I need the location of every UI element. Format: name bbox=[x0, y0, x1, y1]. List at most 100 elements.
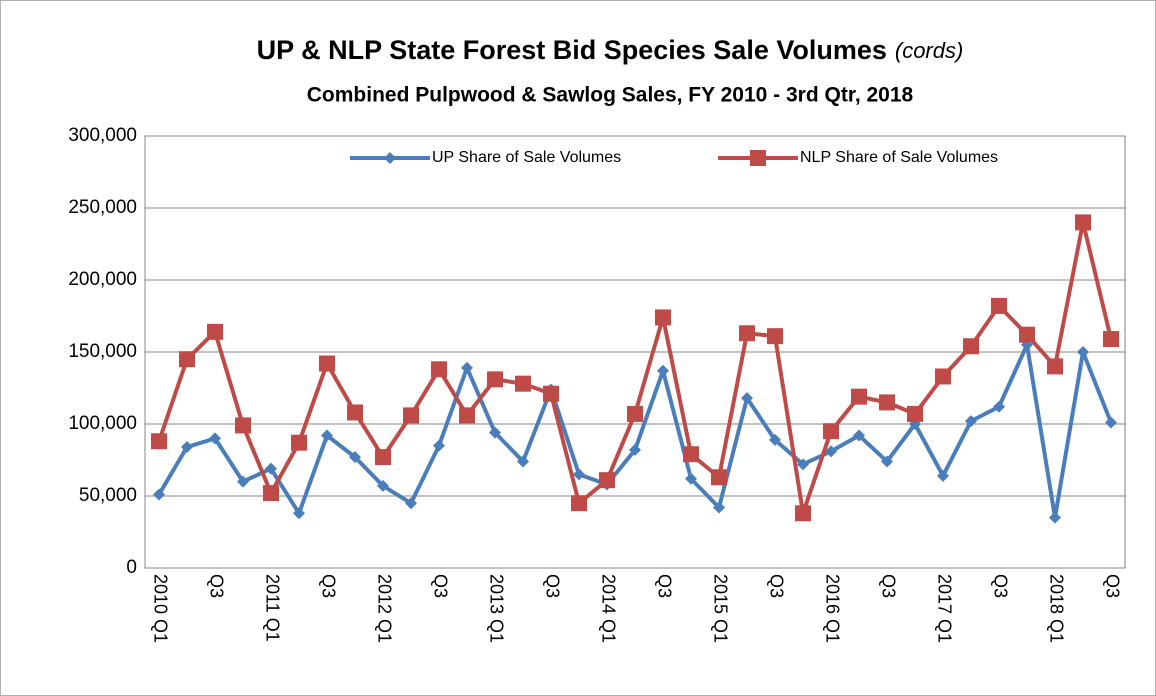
marker bbox=[1047, 358, 1063, 375]
marker bbox=[935, 368, 951, 385]
marker bbox=[1105, 416, 1117, 429]
marker bbox=[487, 371, 503, 388]
marker bbox=[627, 405, 643, 422]
marker bbox=[489, 426, 501, 439]
marker bbox=[991, 297, 1007, 314]
y-tick-label: 300,000 bbox=[68, 125, 137, 146]
marker bbox=[347, 404, 363, 421]
title-main: UP & NLP State Forest Bid Species Sale V… bbox=[257, 35, 887, 65]
marker bbox=[207, 323, 223, 340]
legend-marker bbox=[384, 152, 396, 164]
y-tick-label: 50,000 bbox=[79, 485, 137, 506]
chart-subtitle: Combined Pulpwood & Sawlog Sales, FY 201… bbox=[307, 84, 914, 107]
marker bbox=[571, 495, 587, 512]
marker bbox=[153, 488, 165, 501]
y-tick-label: 250,000 bbox=[68, 197, 137, 218]
marker bbox=[767, 328, 783, 345]
marker bbox=[629, 443, 641, 456]
x-tick-label: Q3 bbox=[654, 574, 674, 598]
marker bbox=[797, 458, 809, 471]
marker bbox=[963, 338, 979, 355]
marker bbox=[937, 469, 949, 482]
marker bbox=[907, 405, 923, 422]
marker bbox=[599, 472, 615, 489]
marker bbox=[1049, 511, 1061, 524]
x-tick-label: 2010 Q1 bbox=[150, 574, 170, 643]
marker bbox=[795, 505, 811, 522]
marker bbox=[769, 433, 781, 446]
marker bbox=[543, 385, 559, 402]
title-unit: (cords) bbox=[895, 38, 963, 63]
marker bbox=[657, 364, 669, 377]
marker bbox=[179, 351, 195, 368]
marker bbox=[235, 417, 251, 434]
x-tick-label: Q3 bbox=[542, 574, 562, 598]
plot-area bbox=[144, 135, 1126, 569]
marker bbox=[823, 423, 839, 440]
marker bbox=[459, 407, 475, 424]
x-tick-label: 2014 Q1 bbox=[598, 574, 618, 643]
marker bbox=[405, 497, 417, 510]
x-tick-label: 2018 Q1 bbox=[1046, 574, 1066, 643]
marker bbox=[377, 479, 389, 492]
marker bbox=[349, 451, 361, 464]
x-tick-label: Q3 bbox=[430, 574, 450, 598]
marker bbox=[685, 472, 697, 485]
marker bbox=[321, 429, 333, 442]
marker bbox=[237, 475, 249, 488]
legend-label: UP Share of Sale Volumes bbox=[432, 149, 621, 166]
marker bbox=[683, 446, 699, 463]
marker bbox=[375, 449, 391, 466]
marker bbox=[711, 469, 727, 486]
x-tick-label: 2016 Q1 bbox=[822, 574, 842, 643]
marker bbox=[265, 462, 277, 475]
y-tick-label: 100,000 bbox=[68, 413, 137, 434]
marker bbox=[655, 309, 671, 326]
marker bbox=[293, 507, 305, 520]
x-tick-label: Q3 bbox=[206, 574, 226, 598]
marker bbox=[461, 361, 473, 374]
marker bbox=[853, 429, 865, 442]
marker bbox=[881, 455, 893, 468]
marker bbox=[879, 394, 895, 411]
marker bbox=[433, 439, 445, 452]
marker bbox=[209, 432, 221, 445]
x-tick-label: Q3 bbox=[318, 574, 338, 598]
x-tick-label: 2011 Q1 bbox=[262, 574, 282, 642]
marker bbox=[739, 325, 755, 342]
legend-label: NLP Share of Sale Volumes bbox=[800, 149, 998, 166]
y-tick-label: 200,000 bbox=[68, 269, 137, 290]
x-tick-label: Q3 bbox=[990, 574, 1010, 598]
legend-marker bbox=[750, 150, 766, 166]
y-tick-label: 0 bbox=[126, 557, 137, 578]
marker bbox=[319, 355, 335, 372]
marker bbox=[263, 485, 279, 502]
x-tick-label: 2012 Q1 bbox=[374, 574, 394, 643]
x-tick-label: Q3 bbox=[766, 574, 786, 598]
marker bbox=[181, 441, 193, 454]
x-tick-label: Q3 bbox=[1102, 574, 1122, 598]
marker bbox=[1077, 346, 1089, 358]
marker bbox=[573, 468, 585, 481]
marker bbox=[965, 415, 977, 428]
marker bbox=[403, 407, 419, 424]
marker bbox=[825, 445, 837, 458]
marker bbox=[713, 501, 725, 514]
marker bbox=[517, 455, 529, 468]
marker bbox=[1103, 331, 1119, 348]
chart-title: UP & NLP State Forest Bid Species Sale V… bbox=[257, 35, 964, 65]
marker bbox=[1019, 326, 1035, 343]
marker bbox=[851, 388, 867, 405]
marker bbox=[1075, 214, 1091, 231]
x-tick-label: 2013 Q1 bbox=[486, 574, 506, 643]
marker bbox=[515, 375, 531, 392]
marker bbox=[151, 433, 167, 450]
x-tick-label: 2015 Q1 bbox=[710, 574, 730, 643]
marker bbox=[741, 392, 753, 405]
y-tick-label: 150,000 bbox=[68, 341, 137, 362]
x-tick-label: 2017 Q1 bbox=[934, 574, 954, 643]
marker bbox=[993, 400, 1005, 413]
marker bbox=[291, 434, 307, 451]
x-tick-label: Q3 bbox=[878, 574, 898, 598]
